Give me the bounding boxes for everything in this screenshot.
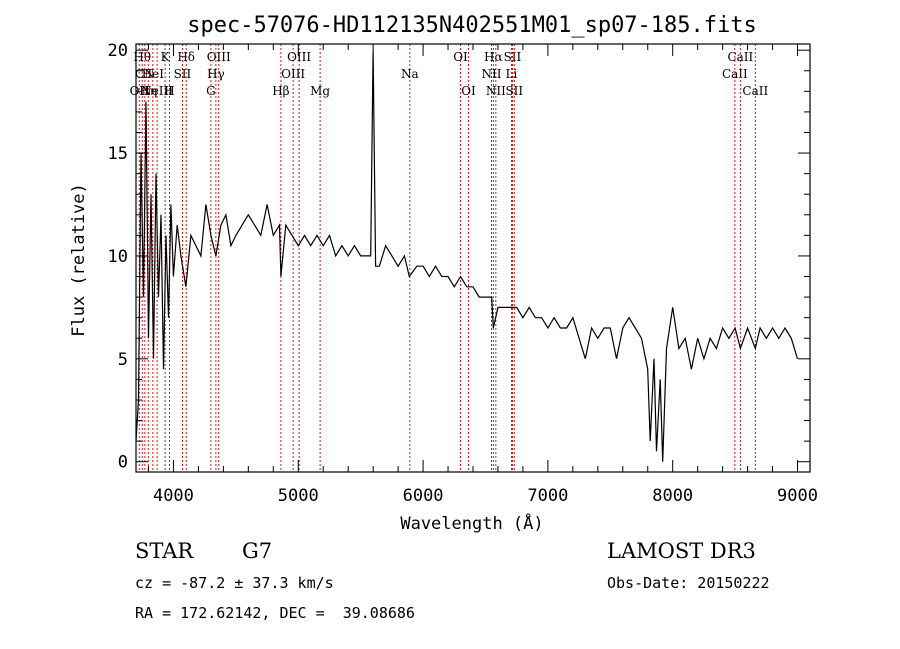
line-label-10: G: [206, 84, 216, 98]
line-label-9: Hδ: [177, 50, 195, 64]
line-label-12: OIII: [207, 50, 231, 64]
line-label-16: Mg: [310, 84, 330, 98]
line-label-22: NII: [486, 84, 506, 98]
line-label-26: CaII: [722, 67, 748, 81]
line-label-6: K: [161, 50, 171, 64]
survey-name: LAMOST DR3: [607, 539, 756, 563]
plot-frame: [135, 43, 811, 473]
line-label-18: OI: [453, 50, 468, 64]
x-tick-label: 8000: [652, 486, 693, 506]
x-tick-label: 9000: [777, 486, 818, 506]
line-label-8: SII: [174, 67, 192, 81]
line-label-25: SII: [505, 84, 523, 98]
axis-tick-labels: 4000 5000 6000 7000 8000 9000 0 5 10 15 20: [108, 41, 818, 506]
y-axis-label: Flux (relative): [69, 183, 89, 337]
line-label-4: HeI: [142, 67, 165, 81]
y-tick-label: 0: [118, 453, 128, 473]
line-label-1: Hθ: [133, 50, 151, 64]
y-tick-label: 10: [108, 247, 128, 267]
line-label-15: OIII: [287, 50, 311, 64]
axis-ticks: [136, 44, 810, 472]
line-label-13: Hβ: [272, 84, 289, 98]
line-label-3: Hη: [139, 84, 157, 98]
y-tick-label: 5: [118, 350, 128, 370]
chart-title: spec-57076-HD112135N402551M01_sp07-185.f…: [187, 13, 757, 38]
x-tick-label: 6000: [403, 486, 444, 506]
y-tick-label: 15: [108, 144, 128, 164]
y-tick-label: 20: [108, 41, 128, 61]
object-class: STAR: [135, 539, 194, 563]
flux-series-line: [135, 50, 799, 462]
x-tick-label: 7000: [527, 486, 568, 506]
x-tick-label: 4000: [153, 486, 194, 506]
redshift-info: cz = -87.2 ± 37.3 km/s: [135, 574, 334, 592]
line-label-27: CaII: [727, 50, 753, 64]
x-tick-label: 5000: [278, 486, 319, 506]
line-label-24: SII: [504, 50, 522, 64]
line-label-14: OIII: [281, 67, 305, 81]
line-label-19: OI: [461, 84, 476, 98]
obs-date: Obs-Date: 20150222: [607, 574, 770, 592]
spectral-line-markers: OIIHθCNHηHeINeIIIKHSIIHδGHγOIIIHβOIIIOII…: [130, 44, 768, 472]
x-axis-label: Wavelength (Å): [400, 512, 543, 534]
line-label-11: Hγ: [207, 67, 225, 81]
line-label-21: Hα: [484, 50, 503, 64]
line-label-17: Na: [401, 67, 419, 81]
line-label-20: NII: [481, 67, 501, 81]
line-label-28: CaII: [742, 84, 768, 98]
coordinates: RA = 172.62142, DEC = 39.08686: [135, 604, 415, 622]
line-label-5: NeIII: [141, 84, 173, 98]
line-label-7: H: [164, 84, 174, 98]
line-label-23: Li: [506, 67, 518, 81]
object-subclass: G7: [242, 539, 273, 563]
